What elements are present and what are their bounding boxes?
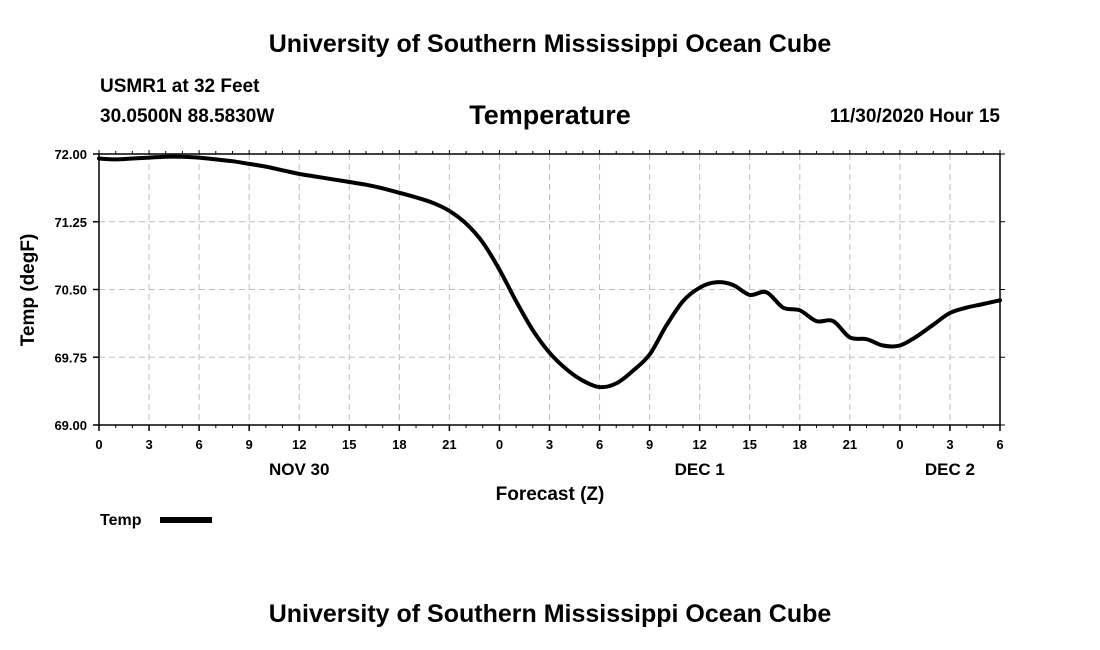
header-title-bottom: University of Southern Mississippi Ocean…	[268, 600, 832, 628]
x-tick-label: 3	[546, 437, 553, 452]
temp-series-line	[97, 154, 1002, 390]
x-tick-label: 15	[742, 437, 756, 452]
x-tick-label: 12	[292, 437, 306, 452]
x-tick-label: 18	[392, 437, 406, 452]
axis-ticks	[93, 150, 1005, 431]
station-name: USMR1 at 32 Feet	[100, 76, 260, 97]
x-tick-label: 21	[843, 437, 857, 452]
header-title-top: University of Southern Mississippi Ocean…	[268, 30, 832, 58]
station-coords: 30.0500N 88.5830W	[100, 106, 275, 127]
legend-swatch-temp	[160, 517, 212, 523]
y-tick-label: 70.50	[54, 283, 87, 298]
axis-labels: 0 3 6 9 12 15 18 21 0 3 6 9 12 15 18 21 0 3 6 72.00 71.25 70.…	[54, 147, 1003, 479]
y-tick-label: 69.75	[54, 350, 87, 365]
x-tick-label: 0	[95, 437, 102, 452]
x-tick-label: 3	[145, 437, 152, 452]
x-tick-label: 0	[496, 437, 503, 452]
day-label: NOV 30	[269, 460, 329, 479]
x-tick-label: 9	[646, 437, 653, 452]
x-tick-label: 6	[596, 437, 603, 452]
x-tick-label: 6	[996, 437, 1003, 452]
y-tick-label: 71.25	[54, 215, 87, 230]
x-tick-label: 15	[342, 437, 356, 452]
day-label: DEC 1	[675, 460, 725, 479]
plot-title: Temperature	[469, 100, 631, 130]
y-tick-label: 72.00	[54, 147, 87, 162]
x-tick-label: 9	[246, 437, 253, 452]
x-tick-label: 18	[793, 437, 807, 452]
x-tick-label: 12	[692, 437, 706, 452]
grid	[99, 154, 1000, 425]
day-label: DEC 2	[925, 460, 975, 479]
legend-label-temp: Temp	[100, 512, 142, 529]
x-tick-label: 6	[195, 437, 202, 452]
x-axis-label: Forecast (Z)	[496, 484, 605, 505]
forecast-timestamp: 11/30/2020 Hour 15	[829, 106, 1000, 127]
x-tick-label: 3	[946, 437, 953, 452]
y-axis-label: Temp (degF)	[18, 234, 39, 347]
x-tick-label: 21	[442, 437, 456, 452]
x-tick-label: 0	[896, 437, 903, 452]
legend: Temp	[100, 512, 212, 529]
y-tick-label: 69.00	[54, 418, 87, 433]
